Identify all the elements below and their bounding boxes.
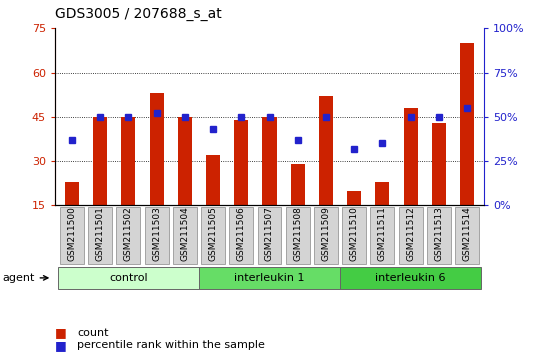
- FancyBboxPatch shape: [427, 206, 451, 264]
- FancyBboxPatch shape: [117, 206, 140, 264]
- Text: GSM211507: GSM211507: [265, 206, 274, 261]
- Text: GDS3005 / 207688_s_at: GDS3005 / 207688_s_at: [55, 7, 222, 21]
- FancyBboxPatch shape: [173, 206, 197, 264]
- Bar: [150, 93, 164, 205]
- Text: GSM211510: GSM211510: [350, 206, 359, 261]
- Text: control: control: [109, 273, 148, 283]
- Bar: [122, 117, 135, 205]
- Bar: [375, 182, 389, 205]
- Text: GSM211508: GSM211508: [293, 206, 302, 261]
- FancyBboxPatch shape: [88, 206, 112, 264]
- FancyBboxPatch shape: [58, 267, 199, 289]
- Text: GSM211509: GSM211509: [321, 206, 331, 261]
- FancyBboxPatch shape: [455, 206, 479, 264]
- Text: agent: agent: [3, 273, 35, 283]
- Text: GSM211506: GSM211506: [237, 206, 246, 261]
- Text: ■: ■: [55, 326, 67, 339]
- FancyBboxPatch shape: [201, 206, 225, 264]
- FancyBboxPatch shape: [314, 206, 338, 264]
- Text: percentile rank within the sample: percentile rank within the sample: [77, 340, 265, 350]
- Text: GSM211511: GSM211511: [378, 206, 387, 261]
- Bar: [234, 120, 249, 205]
- FancyBboxPatch shape: [340, 267, 481, 289]
- Text: GSM211504: GSM211504: [180, 206, 189, 261]
- Bar: [404, 108, 417, 205]
- FancyBboxPatch shape: [399, 206, 422, 264]
- FancyBboxPatch shape: [60, 206, 84, 264]
- Text: GSM211514: GSM211514: [463, 206, 471, 261]
- Text: GSM211513: GSM211513: [434, 206, 443, 261]
- Bar: [347, 190, 361, 205]
- Text: GSM211500: GSM211500: [68, 206, 76, 261]
- FancyBboxPatch shape: [370, 206, 394, 264]
- Bar: [432, 123, 446, 205]
- Bar: [460, 43, 474, 205]
- Text: GSM211505: GSM211505: [208, 206, 218, 261]
- Text: GSM211501: GSM211501: [96, 206, 104, 261]
- Text: GSM211512: GSM211512: [406, 206, 415, 261]
- Text: interleukin 6: interleukin 6: [375, 273, 446, 283]
- FancyBboxPatch shape: [145, 206, 169, 264]
- Text: GSM211503: GSM211503: [152, 206, 161, 261]
- Text: count: count: [77, 328, 108, 338]
- Bar: [206, 155, 220, 205]
- Bar: [262, 117, 277, 205]
- Bar: [65, 182, 79, 205]
- FancyBboxPatch shape: [286, 206, 310, 264]
- Text: interleukin 1: interleukin 1: [234, 273, 305, 283]
- FancyBboxPatch shape: [229, 206, 253, 264]
- Bar: [290, 164, 305, 205]
- FancyBboxPatch shape: [199, 267, 340, 289]
- Text: GSM211502: GSM211502: [124, 206, 133, 261]
- Text: ■: ■: [55, 339, 67, 352]
- Bar: [319, 96, 333, 205]
- FancyBboxPatch shape: [257, 206, 282, 264]
- FancyBboxPatch shape: [342, 206, 366, 264]
- Bar: [178, 117, 192, 205]
- Bar: [93, 117, 107, 205]
